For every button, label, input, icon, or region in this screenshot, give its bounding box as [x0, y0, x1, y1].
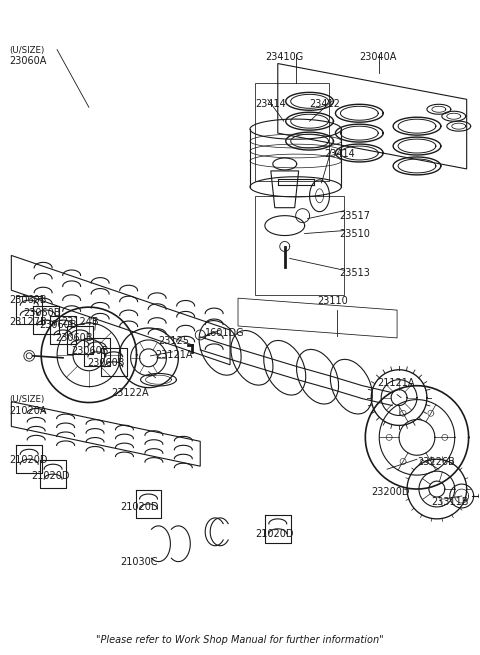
Text: 23060B: 23060B [87, 358, 124, 368]
Text: 23125: 23125 [158, 336, 190, 346]
Text: 21020A: 21020A [9, 405, 47, 415]
Text: 23410G: 23410G [265, 52, 303, 62]
Text: 23414: 23414 [324, 149, 355, 159]
Text: 21020D: 21020D [120, 502, 159, 512]
Text: 23122A: 23122A [111, 388, 148, 398]
Text: 21020D: 21020D [9, 455, 48, 465]
Text: 21121A: 21121A [377, 378, 415, 388]
Text: (U/SIZE): (U/SIZE) [9, 46, 45, 54]
Text: 23110: 23110 [318, 296, 348, 306]
Text: 1601DG: 1601DG [205, 328, 245, 338]
Text: 23510: 23510 [339, 229, 370, 238]
Text: 23060B: 23060B [71, 346, 108, 356]
Text: 23124B: 23124B [61, 317, 99, 327]
Text: 23513: 23513 [339, 269, 370, 278]
Text: 23414: 23414 [255, 100, 286, 109]
Text: 23226B: 23226B [417, 457, 455, 467]
Text: 23311B: 23311B [431, 497, 468, 507]
Text: "Please refer to Work Shop Manual for further information": "Please refer to Work Shop Manual for fu… [96, 635, 384, 645]
Text: 23060B: 23060B [9, 295, 47, 305]
Text: 23517: 23517 [339, 211, 371, 221]
Text: 23121A: 23121A [156, 350, 193, 360]
Text: 23060B: 23060B [23, 308, 61, 318]
Text: 23412: 23412 [310, 100, 340, 109]
Text: 21030C: 21030C [120, 557, 158, 567]
Text: 23040A: 23040A [360, 52, 396, 62]
Text: (U/SIZE): (U/SIZE) [9, 394, 45, 403]
Text: 21020D: 21020D [31, 471, 70, 481]
Text: 23060B: 23060B [55, 333, 93, 343]
Text: 21020D: 21020D [255, 529, 293, 539]
Text: 23200D: 23200D [371, 487, 410, 497]
Text: 23127B: 23127B [9, 317, 47, 327]
Text: 23060B: 23060B [39, 320, 77, 330]
Text: 23060A: 23060A [9, 56, 47, 66]
